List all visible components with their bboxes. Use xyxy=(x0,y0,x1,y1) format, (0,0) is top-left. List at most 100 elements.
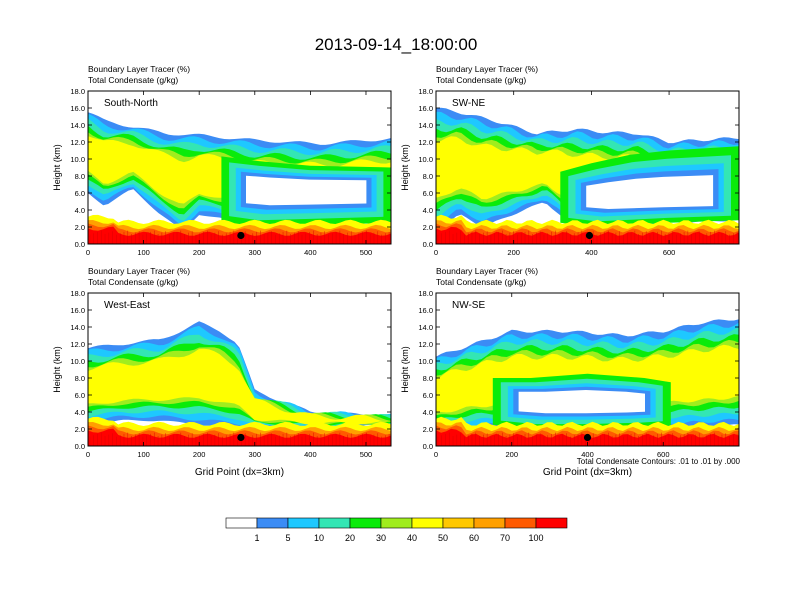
x-tick-label: 400 xyxy=(304,450,317,459)
y-tick-label: 14.0 xyxy=(70,323,85,332)
y-tick-label: 6.0 xyxy=(75,189,85,198)
y-tick-label: 18.0 xyxy=(70,289,85,298)
y-tick-label: 10.0 xyxy=(70,357,85,366)
y-tick-label: 4.0 xyxy=(423,408,433,417)
y-tick-label: 0.0 xyxy=(423,442,433,451)
panel-field xyxy=(88,293,391,446)
y-tick-label: 18.0 xyxy=(70,87,85,96)
panel-nw-se: 0.0 2.0 4.0 6.0 8.0 10.0 12.0 14.0 16.0 18.0 0 200 4… xyxy=(400,266,740,478)
panel-label: West-East xyxy=(104,300,150,311)
tracer-band-5 xyxy=(88,348,391,425)
y-tick-label: 8.0 xyxy=(423,172,433,181)
panel-header-condensate: Total Condensate (g/kg) xyxy=(436,277,526,287)
colorbar-label: 1 xyxy=(254,533,259,543)
x-tick-label: 400 xyxy=(304,248,317,257)
footnote: Total Condensate Contours: .01 to .01 by… xyxy=(577,457,741,466)
y-tick-label: 12.0 xyxy=(70,138,85,147)
panel-south-north: 0.0 2.0 4.0 6.0 8.0 10.0 12.0 14.0 16.0 18.0 0 100 2… xyxy=(52,64,392,257)
y-tick-label: 4.0 xyxy=(423,206,433,215)
y-tick-label: 10.0 xyxy=(70,155,85,164)
y-tick-label: 4.0 xyxy=(75,408,85,417)
y-tick-label: 12.0 xyxy=(418,340,433,349)
y-tick-label: 0.0 xyxy=(75,240,85,249)
y-tick-label: 12.0 xyxy=(418,138,433,147)
panel-field xyxy=(88,91,391,244)
panel-header-tracer: Boundary Layer Tracer (%) xyxy=(436,64,538,74)
y-tick-label: 8.0 xyxy=(423,374,433,383)
colorbar-swatch xyxy=(256,517,289,529)
x-axis-label: Grid Point (dx=3km) xyxy=(543,467,632,478)
location-marker xyxy=(237,231,245,240)
clear-region-4 xyxy=(246,175,367,206)
x-tick-label: 100 xyxy=(137,450,150,459)
y-tick-label: 2.0 xyxy=(423,223,433,232)
y-tick-label: 2.0 xyxy=(423,425,433,434)
colorbar-swatch xyxy=(287,517,320,529)
y-axis-label: Height (km) xyxy=(52,144,62,191)
panel-header-condensate: Total Condensate (g/kg) xyxy=(88,277,178,287)
clear-region-4 xyxy=(586,175,714,209)
y-tick-label: 0.0 xyxy=(75,442,85,451)
panel-label: SW-NE xyxy=(452,98,485,109)
colorbar-label: 10 xyxy=(314,533,324,543)
y-axis-label: Height (km) xyxy=(52,346,62,393)
colorbar-label: 5 xyxy=(285,533,290,543)
colorbar-swatch xyxy=(380,517,413,529)
panels-group: 0.0 2.0 4.0 6.0 8.0 10.0 12.0 14.0 16.0 18.0 0 100 2… xyxy=(52,64,740,478)
colorbar-swatch xyxy=(473,517,506,529)
panel-header-tracer: Boundary Layer Tracer (%) xyxy=(88,64,190,74)
x-tick-label: 200 xyxy=(193,450,206,459)
colorbar-swatch xyxy=(535,517,568,529)
panel-frame xyxy=(87,292,392,447)
y-tick-label: 18.0 xyxy=(418,87,433,96)
y-tick-label: 16.0 xyxy=(70,306,85,315)
x-tick-label: 600 xyxy=(657,450,670,459)
colorbar-label: 60 xyxy=(469,533,479,543)
y-tick-label: 10.0 xyxy=(418,357,433,366)
colorbar-label: 70 xyxy=(500,533,510,543)
panel-header-tracer: Boundary Layer Tracer (%) xyxy=(88,266,190,276)
y-tick-label: 8.0 xyxy=(75,172,85,181)
colorbar-label: 20 xyxy=(345,533,355,543)
y-tick-label: 16.0 xyxy=(70,104,85,113)
x-tick-label: 100 xyxy=(137,248,150,257)
x-tick-label: 0 xyxy=(434,450,438,459)
y-tick-label: 18.0 xyxy=(418,289,433,298)
panel-field xyxy=(436,91,739,244)
y-tick-label: 14.0 xyxy=(70,121,85,130)
x-tick-label: 0 xyxy=(86,248,90,257)
y-axis-label: Height (km) xyxy=(400,144,410,191)
y-tick-label: 2.0 xyxy=(75,223,85,232)
x-tick-label: 400 xyxy=(581,450,594,459)
y-tick-label: 6.0 xyxy=(423,189,433,198)
panel-sw-ne: 0.0 2.0 4.0 6.0 8.0 10.0 12.0 14.0 16.0 18.0 0 200 4… xyxy=(400,64,740,257)
panel-header-condensate: Total Condensate (g/kg) xyxy=(436,75,526,85)
x-tick-label: 200 xyxy=(507,248,520,257)
panel-field xyxy=(436,293,739,446)
panel-label: NW-SE xyxy=(452,300,485,311)
x-tick-label: 300 xyxy=(249,248,262,257)
x-tick-label: 200 xyxy=(505,450,518,459)
y-tick-label: 8.0 xyxy=(75,374,85,383)
panel-frame xyxy=(435,90,740,245)
y-tick-label: 6.0 xyxy=(423,391,433,400)
x-tick-label: 0 xyxy=(434,248,438,257)
colorbar-label: 40 xyxy=(407,533,417,543)
x-tick-label: 300 xyxy=(249,450,262,459)
panel-label: South-North xyxy=(104,98,158,109)
colorbar-label: 50 xyxy=(438,533,448,543)
location-marker xyxy=(585,231,594,240)
y-tick-label: 12.0 xyxy=(70,340,85,349)
chart-title: 2013-09-14_18:00:00 xyxy=(315,35,478,54)
colorbar-swatch xyxy=(411,517,444,529)
clear-region-4 xyxy=(518,390,645,414)
colorbar-swatch xyxy=(442,517,475,529)
y-tick-label: 4.0 xyxy=(75,206,85,215)
y-axis-label: Height (km) xyxy=(400,346,410,393)
y-tick-label: 16.0 xyxy=(418,104,433,113)
x-tick-label: 500 xyxy=(360,248,373,257)
y-tick-label: 0.0 xyxy=(423,240,433,249)
x-tick-label: 500 xyxy=(360,450,373,459)
colorbar-swatch xyxy=(225,517,258,529)
